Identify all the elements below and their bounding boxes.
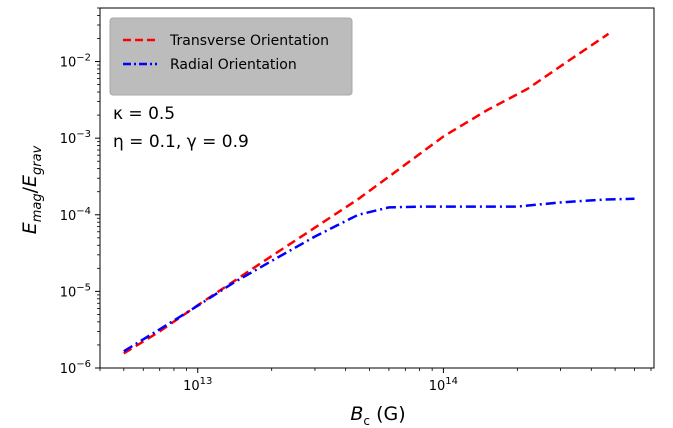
legend-box xyxy=(109,17,353,96)
series-line-radial xyxy=(123,197,635,353)
y-axis-label: Emag/Egrav xyxy=(19,145,45,234)
y-tick-label: 10−4 xyxy=(60,206,91,224)
y-tick-label: 10−2 xyxy=(60,53,91,71)
y-tick-label: 10−6 xyxy=(60,359,91,377)
x-axis-label: Bc (G) xyxy=(350,403,405,428)
x-tick-label: 1014 xyxy=(429,376,458,394)
legend: Transverse Orientation Radial Orientatio… xyxy=(109,17,353,96)
annotation-eta-gamma: η = 0.1, γ = 0.9 xyxy=(113,132,249,152)
series-layer xyxy=(123,32,635,355)
annotation-kappa: κ = 0.5 xyxy=(113,104,175,124)
axes-layer: 1013 1014 10−6 10−5 10−4 10−3 10−2 xyxy=(60,7,652,394)
legend-label-transverse: Transverse Orientation xyxy=(169,33,329,49)
plot-frame xyxy=(99,7,655,369)
legend-label-radial: Radial Orientation xyxy=(170,57,297,73)
y-tick-label: 10−3 xyxy=(60,129,91,147)
y-tick-label: 10−5 xyxy=(60,282,91,300)
x-tick-label: 1013 xyxy=(183,376,212,394)
